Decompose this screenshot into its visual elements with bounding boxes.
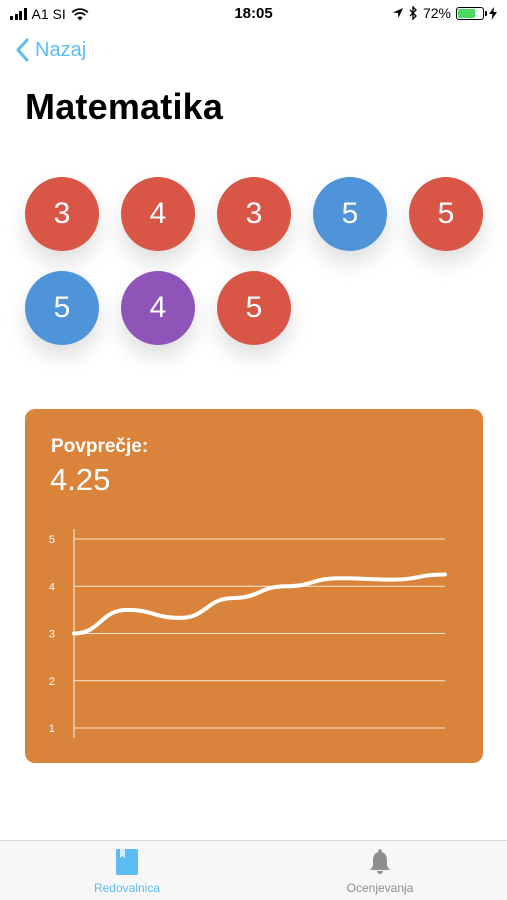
y-tick-label: 1 — [49, 723, 55, 735]
grade-bubble[interactable]: 5 — [217, 271, 291, 345]
tab-label: Redovalnica — [93, 881, 161, 895]
y-tick-label: 3 — [49, 629, 55, 641]
tab-ocenjevanja[interactable]: Ocenjevanja — [300, 849, 460, 895]
y-tick-label: 4 — [49, 581, 55, 593]
chevron-left-icon — [16, 38, 29, 62]
charging-icon — [489, 6, 497, 20]
back-button[interactable]: Nazaj — [16, 38, 86, 62]
y-tick-label: 5 — [49, 534, 55, 546]
battery-level — [458, 8, 476, 18]
grade-bubble[interactable]: 5 — [313, 177, 387, 251]
book-icon — [116, 849, 138, 875]
tab-bar: Redovalnica Ocenjevanja — [0, 840, 507, 900]
grade-bubble[interactable]: 4 — [121, 177, 195, 251]
average-card: Povprečje: 4.25 1 2 3 4 5 — [25, 409, 483, 763]
grade-bubble[interactable]: 3 — [25, 177, 99, 251]
grade-bubble[interactable]: 5 — [25, 271, 99, 345]
battery-icon — [456, 6, 487, 20]
average-label: Povprečje: — [51, 436, 149, 457]
grade-bubble[interactable]: 4 — [121, 271, 195, 345]
average-line-chart: 1 2 3 4 5 — [49, 529, 447, 738]
y-tick-label: 2 — [49, 676, 55, 688]
tab-redovalnica[interactable]: Redovalnica — [47, 849, 207, 895]
grade-bubble[interactable]: 3 — [217, 177, 291, 251]
carrier-label: A1 SI — [31, 6, 66, 22]
bell-icon — [370, 849, 390, 874]
status-bar: A1 SI 18:05 72% — [0, 0, 507, 28]
average-value: 4.25 — [50, 462, 111, 497]
back-label: Nazaj — [35, 38, 87, 61]
battery-percent: 72% — [422, 5, 451, 21]
signal-icon — [10, 8, 27, 20]
status-right: 72% — [392, 5, 497, 21]
series-line — [72, 572, 447, 636]
tab-label: Ocenjevanja — [346, 881, 414, 895]
grade-bubble[interactable]: 5 — [409, 177, 483, 251]
location-icon — [392, 8, 403, 18]
status-left: A1 SI — [10, 6, 89, 22]
clock: 18:05 — [234, 5, 273, 22]
wifi-icon — [71, 8, 89, 21]
bluetooth-icon — [409, 6, 417, 20]
page-title: Matematika — [25, 86, 224, 127]
